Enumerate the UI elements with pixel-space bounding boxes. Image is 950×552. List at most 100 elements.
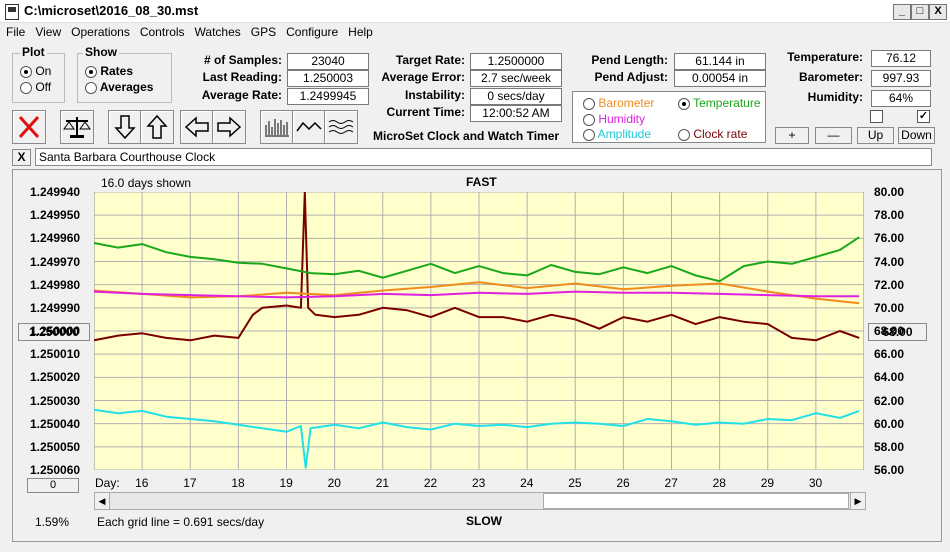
menu-bar: File View Operations Controls Watches GPS Conf… bbox=[0, 23, 950, 41]
overlay-clock-rate-option[interactable]: Clock rate bbox=[678, 127, 747, 141]
show-averages-radio[interactable] bbox=[85, 81, 97, 94]
x-tick-label: 21 bbox=[375, 476, 390, 490]
bars-icon bbox=[265, 119, 289, 137]
left-tick-label: 1.249970 bbox=[30, 254, 81, 269]
right-tick-label: 62.00 bbox=[874, 393, 905, 408]
title-bar: C:\microset\2016_08_30.mst _ □ X bbox=[0, 0, 950, 23]
overlay-amplitude-label: Amplitude bbox=[597, 127, 652, 141]
maximize-button[interactable]: □ bbox=[911, 4, 929, 20]
right-tick-label: 72.00 bbox=[874, 277, 905, 292]
overlay-amplitude-radio[interactable] bbox=[583, 128, 595, 141]
app-icon[interactable] bbox=[5, 4, 19, 20]
x-tick-label: 29 bbox=[760, 476, 775, 490]
red-x-icon bbox=[18, 115, 40, 139]
menu-view[interactable]: View bbox=[35, 25, 62, 39]
overlay-clock-rate-radio[interactable] bbox=[678, 128, 690, 141]
menu-help[interactable]: Help bbox=[348, 25, 373, 39]
arrow-down-button[interactable] bbox=[108, 110, 142, 144]
overlay-options: Barometer Temperature Humidity Amplitude… bbox=[572, 91, 766, 143]
x-tick-label: 17 bbox=[183, 476, 197, 490]
instability-label: Instability: bbox=[404, 88, 465, 102]
percent-label: 1.59% bbox=[35, 515, 70, 529]
average-error-value: 2.7 sec/week bbox=[470, 70, 562, 87]
left-tick-label: 1.249950 bbox=[30, 208, 81, 223]
overlay-humidity-radio[interactable] bbox=[583, 113, 595, 126]
pend-length-label: Pend Length: bbox=[591, 53, 668, 67]
x-tick-label: 20 bbox=[327, 476, 341, 490]
fast-label: FAST bbox=[466, 175, 497, 189]
offset-button[interactable]: 0 bbox=[27, 478, 79, 493]
clock-name-close-button[interactable]: X bbox=[12, 149, 31, 166]
show-averages-label: Averages bbox=[99, 80, 154, 94]
barometer-label: Barometer: bbox=[798, 70, 863, 84]
bar-view-button[interactable] bbox=[260, 110, 294, 144]
right-tick-label: 64.00 bbox=[874, 370, 905, 385]
show-group-label: Show bbox=[83, 45, 119, 59]
menu-gps[interactable]: GPS bbox=[250, 25, 277, 39]
show-group bbox=[77, 53, 172, 103]
target-rate-label: Target Rate: bbox=[395, 53, 465, 67]
menu-watches[interactable]: Watches bbox=[194, 25, 241, 39]
samples-label: # of Samples: bbox=[203, 53, 282, 67]
day-prefix-label: Day: bbox=[95, 476, 120, 490]
line-view-button[interactable] bbox=[292, 110, 326, 144]
up-button[interactable]: Up bbox=[857, 127, 894, 144]
right-tick-label: 80.00 bbox=[874, 185, 905, 199]
x-tick-label: 22 bbox=[423, 476, 438, 490]
x-tick-label: 16 bbox=[135, 476, 149, 490]
overlay-humidity-option[interactable]: Humidity bbox=[583, 112, 645, 126]
overlay-temperature-option[interactable]: Temperature bbox=[678, 96, 761, 110]
stop-button[interactable] bbox=[12, 110, 46, 144]
overlay-barometer-label: Barometer bbox=[598, 96, 655, 110]
plot-area[interactable] bbox=[94, 192, 864, 470]
left-tick-label: 1.250010 bbox=[30, 347, 81, 362]
left-center-button[interactable]: 1.250000 bbox=[18, 323, 90, 341]
arrow-up-button[interactable] bbox=[140, 110, 174, 144]
checkbox-1[interactable] bbox=[870, 110, 883, 123]
overlay-amplitude-option[interactable]: Amplitude bbox=[583, 127, 651, 141]
overlay-barometer-option[interactable]: Barometer bbox=[583, 96, 654, 110]
left-tick-label: 1.249980 bbox=[30, 277, 81, 292]
slow-label: SLOW bbox=[466, 514, 502, 528]
arrow-right-button[interactable] bbox=[212, 110, 246, 144]
scroll-left-icon[interactable]: ◀ bbox=[95, 493, 110, 509]
overlay-barometer-radio[interactable] bbox=[583, 97, 595, 110]
down-arrow-icon bbox=[114, 115, 136, 140]
minus-button[interactable]: — bbox=[815, 127, 852, 144]
overlay-humidity-label: Humidity bbox=[598, 112, 646, 126]
x-tick-label: 30 bbox=[808, 476, 823, 490]
x-tick-label: 25 bbox=[568, 476, 582, 490]
right-center-button[interactable]: 68.00 bbox=[868, 323, 927, 341]
show-averages-option[interactable]: Averages bbox=[85, 80, 153, 94]
close-button[interactable]: X bbox=[929, 4, 947, 20]
barometer-value: 997.93 bbox=[871, 70, 931, 87]
up-arrow-icon bbox=[146, 114, 168, 139]
down-button[interactable]: Down bbox=[898, 127, 935, 144]
menu-controls[interactable]: Controls bbox=[139, 25, 185, 39]
menu-operations[interactable]: Operations bbox=[71, 25, 130, 39]
menu-configure[interactable]: Configure bbox=[286, 25, 339, 39]
overlay-temperature-radio[interactable] bbox=[678, 97, 690, 110]
right-tick-label: 56.00 bbox=[874, 463, 905, 477]
scroll-thumb[interactable] bbox=[543, 493, 849, 509]
balance-button[interactable] bbox=[60, 110, 94, 144]
menu-file[interactable]: File bbox=[6, 25, 26, 39]
scale-icon bbox=[63, 117, 91, 138]
last-reading-value: 1.250003 bbox=[287, 70, 369, 87]
horizontal-scrollbar[interactable]: ◀ ▶ bbox=[94, 492, 866, 510]
scroll-right-icon[interactable]: ▶ bbox=[850, 493, 865, 509]
average-rate-label: Average Rate: bbox=[201, 88, 282, 102]
plot-on-radio[interactable] bbox=[20, 65, 32, 78]
show-rates-option[interactable]: Rates bbox=[85, 64, 133, 78]
plot-on-option[interactable]: On bbox=[20, 64, 51, 78]
multi-wave-icon bbox=[328, 120, 354, 134]
multi-line-view-button[interactable] bbox=[324, 110, 358, 144]
clock-name-field[interactable]: Santa Barbara Courthouse Clock bbox=[35, 148, 932, 166]
plot-off-option[interactable]: Off bbox=[20, 80, 51, 94]
plus-button[interactable]: + bbox=[775, 127, 809, 144]
checkbox-2[interactable]: ✓ bbox=[917, 110, 930, 123]
arrow-left-button[interactable] bbox=[180, 110, 214, 144]
plot-off-radio[interactable] bbox=[20, 81, 32, 94]
minimize-button[interactable]: _ bbox=[893, 4, 911, 20]
show-rates-radio[interactable] bbox=[85, 65, 97, 78]
